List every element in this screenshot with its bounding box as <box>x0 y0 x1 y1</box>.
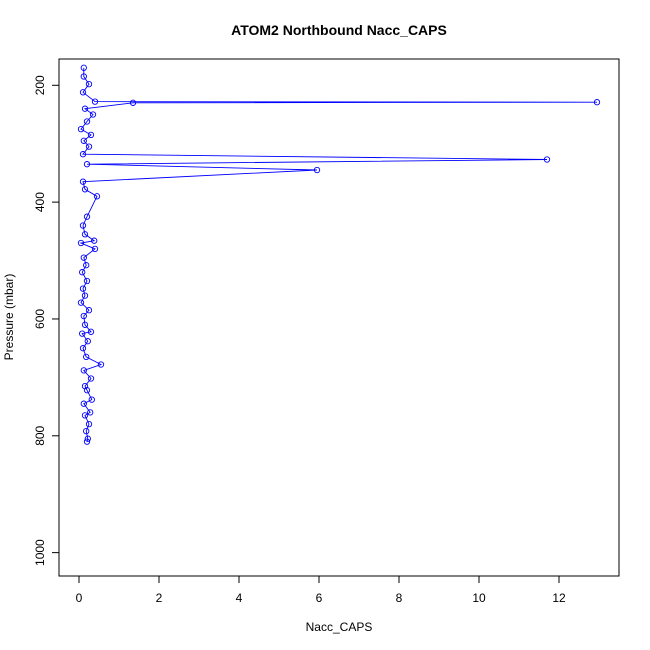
data-point <box>87 328 95 335</box>
data-point <box>543 156 551 163</box>
data-point <box>77 239 85 247</box>
y-tick-label: 400 <box>33 192 47 212</box>
data-point <box>79 330 86 337</box>
y-tick-label: 600 <box>33 309 47 329</box>
data-point <box>83 118 91 125</box>
y-tick-label: 1000 <box>33 539 47 566</box>
x-tick-label: 8 <box>396 591 403 605</box>
data-point <box>83 161 91 168</box>
series-0 <box>77 64 601 445</box>
data-point <box>81 321 89 328</box>
data-point <box>313 166 321 174</box>
series-line <box>79 67 598 442</box>
data-point <box>83 353 90 361</box>
data-point <box>83 262 90 269</box>
x-tick-label: 6 <box>316 591 323 605</box>
data-point <box>79 89 87 96</box>
data-point <box>81 186 89 193</box>
data-point <box>83 438 91 445</box>
data-point <box>89 111 97 118</box>
data-point <box>88 396 95 403</box>
data-point <box>79 269 86 276</box>
data-point <box>79 178 87 185</box>
data-point <box>80 254 87 261</box>
x-tick-label: 4 <box>236 591 243 605</box>
data-point <box>77 299 85 306</box>
y-axis-label: Pressure (mbar) <box>2 274 16 361</box>
data-point <box>81 292 89 299</box>
data-point <box>84 435 91 442</box>
data-point <box>129 99 137 106</box>
y-tick-label: 800 <box>33 425 47 445</box>
data-point <box>79 285 87 292</box>
data-point <box>80 73 87 80</box>
data-point <box>593 99 601 106</box>
data-point <box>85 80 93 88</box>
data-point <box>81 382 89 390</box>
data-point <box>83 277 91 285</box>
data-point <box>81 231 89 238</box>
data-point <box>91 245 99 253</box>
data-point <box>79 222 87 229</box>
data-point <box>80 64 87 71</box>
x-tick-label: 10 <box>472 591 486 605</box>
data-point <box>93 193 101 200</box>
plot-frame <box>58 58 620 577</box>
data-point <box>87 375 95 382</box>
data-point <box>77 125 85 133</box>
data-point <box>87 131 95 139</box>
data-point <box>83 213 91 220</box>
data-point <box>80 400 87 407</box>
y-tick-label: 200 <box>33 75 47 95</box>
chart-title: ATOM2 Northbound Nacc_CAPS <box>231 22 447 38</box>
data-point <box>91 98 99 105</box>
data-point <box>85 143 93 150</box>
data-point <box>80 312 87 320</box>
y-axis: 200 400 600 800 1000 <box>33 75 60 566</box>
data-point <box>79 345 87 352</box>
x-axis: 0 2 4 6 8 10 12 <box>76 575 566 605</box>
data-point <box>85 420 93 428</box>
data-point <box>97 361 105 368</box>
series-layer <box>77 64 601 445</box>
data-point <box>91 237 98 244</box>
data-point <box>87 409 94 416</box>
x-tick-label: 2 <box>156 591 163 605</box>
x-axis-label: Nacc_CAPS <box>306 620 373 634</box>
data-point <box>79 151 87 158</box>
x-tick-label: 0 <box>76 591 83 605</box>
data-point <box>80 137 87 144</box>
data-point <box>84 338 91 345</box>
x-tick-label: 12 <box>552 591 566 605</box>
data-point <box>85 307 93 314</box>
data-point <box>81 412 89 419</box>
data-point <box>80 367 87 374</box>
data-point <box>83 427 90 435</box>
data-point <box>81 105 89 112</box>
